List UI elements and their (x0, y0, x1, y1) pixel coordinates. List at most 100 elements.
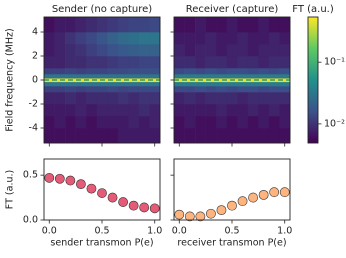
heatmap-cell (96, 116, 108, 129)
heatmap-cell (96, 86, 108, 93)
heatmap-cell (184, 104, 196, 117)
heatmap-cell (149, 17, 161, 33)
heatmap-cell (54, 78, 66, 83)
heatmap-cell (279, 74, 291, 79)
heatmap-cell (247, 104, 259, 117)
heatmap-cell (258, 56, 270, 69)
heatmap-cell (247, 44, 259, 57)
heatmap-cell (237, 81, 249, 87)
heatmap-cell (258, 44, 270, 57)
heatmap-cell (149, 44, 161, 57)
heatmap-cell (44, 92, 55, 105)
data-point (174, 209, 185, 220)
data-point (128, 200, 139, 211)
heatmap-cell (75, 104, 87, 117)
heatmap-cell (44, 56, 55, 69)
heatmap-cell (54, 68, 66, 75)
heatmap-cell (107, 68, 119, 75)
heatmap-cell (107, 104, 119, 117)
heatmap-cell (195, 104, 206, 117)
heatmap-cell (44, 32, 55, 45)
heatmap-cell (184, 86, 196, 93)
heatmap-cell (138, 32, 150, 45)
data-point (97, 188, 107, 198)
heatmap-cell (184, 74, 196, 79)
heatmap-cell (268, 44, 280, 57)
heatmap-cell (216, 74, 228, 79)
data-point (86, 183, 97, 194)
heatmap-cell (237, 44, 249, 57)
heatmap-cell (96, 92, 108, 105)
heatmap-cell (195, 128, 206, 144)
heatmap-cell (75, 86, 87, 93)
heatmap-cell (184, 17, 196, 33)
heatmap-cell (107, 17, 119, 33)
heatmap-cell (216, 92, 228, 105)
heatmap-cell (75, 116, 87, 129)
heatmap-cell (128, 44, 140, 57)
heatmap-cell (149, 92, 161, 105)
heatmap-cell (138, 81, 150, 87)
heatmap-cell (226, 56, 238, 69)
heatmap-cell (174, 104, 185, 117)
data-point (237, 196, 248, 207)
heatmap-cell (247, 86, 259, 93)
heatmap-cell (184, 116, 196, 129)
heatmap-cell (195, 17, 206, 33)
heatmap-cell (65, 44, 76, 57)
heatmap-cell (205, 78, 217, 83)
heatmap-cell (128, 116, 140, 129)
heatmap-cell (237, 116, 249, 129)
heatmap-cell (54, 128, 66, 144)
heatmap-cell (107, 116, 119, 129)
colorbar-tick-label: 10⁻¹ (324, 57, 345, 68)
heatmap-cell (226, 17, 238, 33)
heatmap-cell (107, 32, 119, 45)
x-tick-label: 0.5 (224, 226, 239, 237)
heatmap-cell (268, 32, 280, 45)
heatmap-cell (174, 92, 185, 105)
heatmap-cell (226, 68, 238, 75)
heatmap-cell (44, 17, 55, 33)
heatmap-cell (195, 56, 206, 69)
heatmap-cell (195, 68, 206, 75)
heatmap-cell (174, 17, 185, 33)
heatmap-cell (149, 68, 161, 75)
heatmap-cell (195, 32, 206, 45)
panel-title: Receiver (capture) (186, 4, 279, 15)
heatmap-cell (117, 104, 129, 117)
heatmap-cell (184, 44, 196, 57)
heatmap-cell (184, 32, 196, 45)
heatmap-cell (86, 86, 98, 93)
heatmap-cell (174, 74, 185, 79)
data-point (195, 211, 206, 222)
heatmap-cell (195, 86, 206, 93)
heatmap-cell (279, 116, 291, 129)
y-tick-label: 4 (32, 27, 38, 38)
heatmap-cell (237, 56, 249, 69)
heatmap-cell (96, 74, 108, 79)
heatmap-cell (117, 78, 129, 83)
heatmap-cell (237, 17, 249, 33)
heatmap-cell (247, 116, 259, 129)
heatmap-cell (128, 81, 140, 87)
heatmap-cell (174, 78, 185, 83)
heatmap-cell (174, 44, 185, 57)
heatmap-cell (96, 128, 108, 144)
heatmap-cell (205, 128, 217, 144)
heatmap-cell (216, 116, 228, 129)
heatmap-cell (237, 128, 249, 144)
heatmap-cell (86, 116, 98, 129)
heatmap-cell (138, 86, 150, 93)
heatmap-cell (86, 74, 98, 79)
heatmap-cell (216, 78, 228, 83)
heatmap-cell (195, 92, 206, 105)
data-point (216, 205, 227, 216)
heatmap-cell (195, 81, 206, 87)
x-tick-label: 0.0 (42, 226, 57, 237)
heatmap-cell (268, 81, 280, 87)
y-tick-label: 2 (32, 51, 38, 62)
heatmap-cell (65, 128, 76, 144)
heatmap-cell (195, 44, 206, 57)
